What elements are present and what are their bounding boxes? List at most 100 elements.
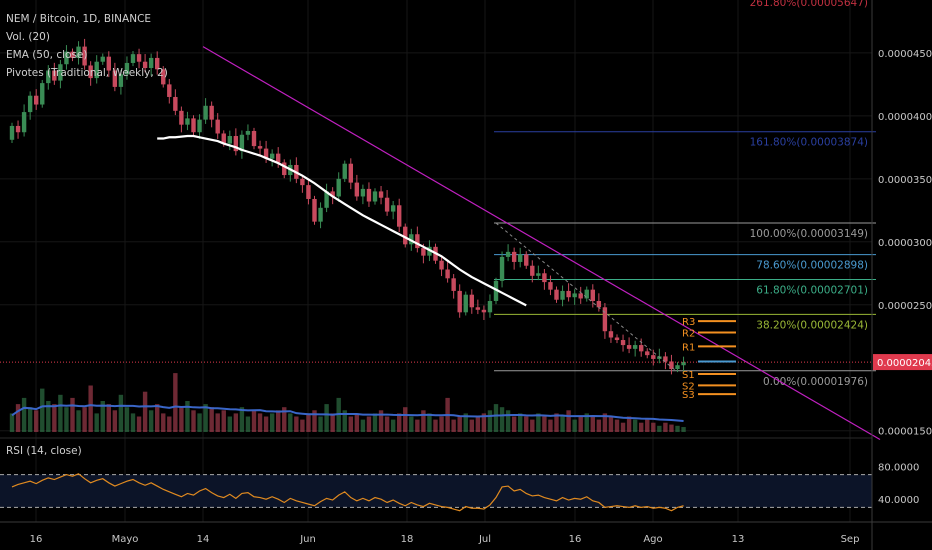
volume-bar: [27, 407, 33, 432]
volume-bar: [657, 425, 662, 432]
volume-bar: [366, 416, 372, 432]
volume-bar: [348, 416, 353, 432]
time-tick-label: 16: [569, 534, 582, 545]
candle-body: [584, 289, 589, 299]
candle-body: [263, 148, 269, 159]
fib-connector: [495, 222, 677, 372]
volume-bar: [663, 422, 668, 432]
volume-bar: [70, 397, 75, 432]
candle-body: [409, 234, 414, 245]
volume-bar: [505, 410, 511, 432]
fib-level-label: 0.00%(0.00001976): [763, 376, 868, 388]
candle-body: [602, 307, 608, 332]
volume-bar: [439, 416, 444, 432]
volume-bar: [632, 419, 638, 432]
time-tick-label: Jun: [299, 534, 316, 545]
candle-body: [9, 125, 15, 140]
candle-body: [251, 130, 257, 147]
volume-bar: [251, 410, 257, 432]
volume-bar: [590, 416, 595, 432]
candle-body: [445, 269, 450, 279]
volume-bar: [94, 413, 99, 432]
candle-body: [336, 178, 341, 197]
rsi-indicator-label[interactable]: RSI (14, close): [6, 445, 82, 457]
candle-body: [463, 294, 468, 313]
volume-bar: [88, 385, 93, 432]
candle-body: [88, 65, 93, 79]
candle-body: [366, 188, 372, 202]
volume-bar: [651, 422, 656, 432]
volume-bar: [136, 416, 142, 432]
candle-body: [481, 309, 487, 313]
volume-bar: [421, 410, 426, 432]
volume-bar: [675, 425, 680, 432]
volume-bar: [233, 413, 239, 432]
volume-bar: [542, 416, 547, 432]
candle-body: [148, 57, 154, 69]
last-price-text: 0.00002045: [877, 358, 932, 369]
candle-body: [427, 246, 432, 256]
volume-bar: [451, 419, 456, 432]
volume-bar: [155, 404, 160, 432]
volume-bar: [614, 419, 620, 432]
volume-bar: [560, 416, 565, 432]
fib-level-label: 61.80%(0.00002701): [756, 284, 868, 296]
candle-body: [185, 118, 190, 125]
candle-body: [590, 289, 595, 301]
candle-body: [209, 105, 214, 120]
volume-bar: [221, 410, 226, 432]
pivot-label: S2: [682, 381, 695, 392]
candle-body: [487, 300, 493, 313]
rsi-tick-label: 40.0000: [878, 495, 919, 506]
volume-bar: [566, 410, 571, 432]
candle-body: [542, 273, 547, 283]
candle-body: [378, 191, 384, 198]
volume-bar: [390, 419, 396, 432]
time-tick-label: 14: [197, 534, 210, 545]
candle-body: [276, 153, 281, 163]
ema-indicator-label[interactable]: EMA (50, close): [6, 49, 88, 61]
volume-bar: [191, 410, 196, 432]
candle-body: [536, 273, 541, 276]
candle-body: [421, 248, 426, 256]
volume-bar: [578, 416, 583, 432]
candle-body: [112, 70, 118, 87]
volume-bar: [548, 419, 553, 432]
rsi-line: [11, 473, 684, 512]
candle-body: [384, 197, 390, 212]
price-tick-label: 0.00001500: [878, 427, 932, 438]
volume-bar: [602, 413, 608, 432]
candle-body: [245, 130, 251, 135]
candle-body: [354, 182, 360, 197]
volume-bar: [354, 413, 360, 432]
volume-bar: [21, 397, 27, 432]
volume-bar: [34, 410, 39, 432]
candle-body: [233, 136, 239, 152]
volume-bar: [457, 416, 462, 432]
volume-bar: [481, 413, 487, 432]
candle-body: [155, 57, 160, 70]
ema-line: [157, 134, 527, 307]
rsi-band-fill: [0, 474, 872, 508]
pivots-indicator-label[interactable]: Pivotes (Traditional, Weekly, 2): [6, 67, 168, 79]
candle-body: [130, 54, 136, 63]
candle-body: [614, 337, 620, 341]
candle-body: [645, 351, 650, 356]
candle-body: [161, 69, 166, 85]
volume-bar: [584, 413, 589, 432]
candle-body: [167, 84, 172, 97]
candle-body: [675, 365, 680, 369]
volume-bar: [463, 413, 468, 432]
volume-bar: [626, 416, 632, 432]
candle-body: [94, 61, 99, 79]
volume-bar: [608, 416, 614, 432]
candle-body: [342, 163, 347, 179]
time-tick-label: Jul: [478, 534, 491, 545]
volume-indicator-label[interactable]: Vol. (20): [6, 31, 50, 43]
candle-body: [518, 254, 523, 262]
candle-body: [524, 254, 529, 266]
candle-body: [46, 70, 51, 84]
candle-body: [300, 178, 305, 186]
